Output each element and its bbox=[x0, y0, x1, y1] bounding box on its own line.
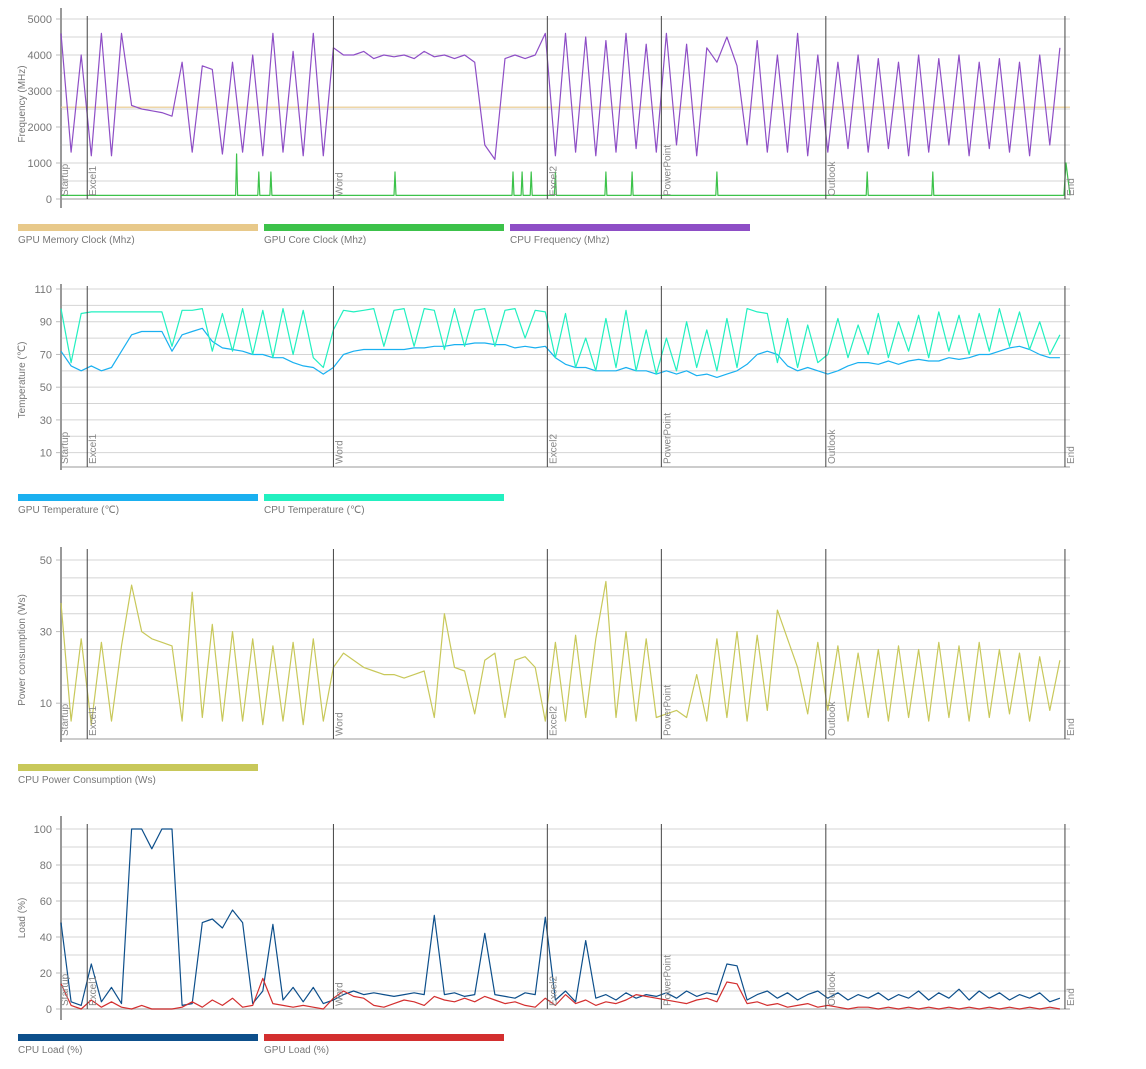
event-marker-label: PowerPoint bbox=[662, 955, 673, 1006]
y-tick-label: 10 bbox=[40, 698, 52, 710]
legend-label: GPU Temperature (℃) bbox=[18, 505, 120, 516]
chart-3: 10 30 50 Power consumption (Ws) Startup Excel… bbox=[17, 547, 1077, 742]
y-axis-title: Load (%) bbox=[17, 898, 28, 939]
series-line-gpu-load bbox=[60, 977, 1061, 1010]
legend-label: GPU Load (%) bbox=[264, 1045, 330, 1056]
legend-swatch bbox=[18, 1034, 258, 1041]
event-marker-label: Outlook bbox=[827, 161, 838, 196]
y-tick-label: 20 bbox=[40, 968, 52, 980]
legend-gpu-load[interactable]: GPU Load (%) bbox=[264, 1034, 504, 1056]
event-marker-label: End bbox=[1066, 988, 1077, 1006]
y-tick-label: 1000 bbox=[28, 158, 52, 170]
event-marker-label: Excel2 bbox=[548, 434, 559, 464]
y-tick-label: 0 bbox=[46, 1004, 52, 1016]
event-marker-label: Outlook bbox=[827, 971, 838, 1006]
event-marker-label: Startup bbox=[60, 973, 71, 1006]
event-marker-label: Excel2 bbox=[548, 166, 559, 196]
event-marker-label: End bbox=[1066, 446, 1077, 464]
y-tick-label: 70 bbox=[40, 349, 52, 361]
y-tick-label: 2000 bbox=[28, 122, 52, 134]
y-tick-label: 5000 bbox=[28, 14, 52, 26]
legend-label: CPU Frequency (Mhz) bbox=[510, 235, 610, 246]
y-tick-label: 30 bbox=[40, 415, 52, 427]
event-marker-label: Startup bbox=[60, 703, 71, 736]
legend-swatch bbox=[18, 494, 258, 501]
event-marker-label: Word bbox=[334, 172, 345, 196]
legend-swatch bbox=[264, 1034, 504, 1041]
event-marker-label: PowerPoint bbox=[662, 145, 673, 196]
series-line-cpu-power-consumption-ws bbox=[60, 580, 1061, 726]
chart-4: 0 20 40 60 80 100 Load (%) Startup Excel1 Word Exc… bbox=[17, 816, 1077, 1020]
event-marker-label: Startup bbox=[60, 163, 71, 196]
legend-swatch bbox=[18, 224, 258, 231]
event-marker-label: Excel1 bbox=[88, 434, 99, 464]
legend-label: CPU Temperature (℃) bbox=[264, 505, 365, 516]
chart-1: 0 1000 2000 3000 4000 5000 Frequency (MHz) Star… bbox=[17, 8, 1077, 208]
y-tick-label: 40 bbox=[40, 932, 52, 944]
y-tick-label: 0 bbox=[46, 194, 52, 206]
y-tick-label: 100 bbox=[34, 824, 52, 836]
y-axis-title: Power consumption (Ws) bbox=[17, 594, 28, 706]
legend-swatch bbox=[264, 224, 504, 231]
event-marker-label: Excel1 bbox=[88, 166, 99, 196]
y-tick-label: 50 bbox=[40, 382, 52, 394]
event-marker-label: End bbox=[1066, 718, 1077, 736]
y-tick-label: 4000 bbox=[28, 50, 52, 62]
legend-swatch bbox=[510, 224, 750, 231]
event-marker-label: Excel2 bbox=[548, 706, 559, 736]
legend-cpu-power[interactable]: CPU Power Consumption (Ws) bbox=[18, 764, 258, 786]
legend-gpu-temperature[interactable]: GPU Temperature (℃) bbox=[18, 494, 258, 516]
series-line-gpu-temperature bbox=[60, 327, 1060, 378]
legend-cpu-load[interactable]: CPU Load (%) bbox=[18, 1034, 258, 1056]
y-tick-label: 3000 bbox=[28, 86, 52, 98]
y-tick-label: 110 bbox=[34, 284, 52, 296]
y-tick-label: 50 bbox=[40, 555, 52, 567]
series-line-cpu-temperature bbox=[60, 308, 1061, 375]
y-tick-label: 60 bbox=[40, 896, 52, 908]
event-marker-label: Excel1 bbox=[88, 976, 99, 1006]
series-line-cpu-frequency-mhz bbox=[60, 32, 1061, 160]
y-tick-label: 80 bbox=[40, 860, 52, 872]
legend-gpu-memory-clock[interactable]: GPU Memory Clock (Mhz) bbox=[18, 224, 258, 246]
legend-swatch bbox=[18, 764, 258, 771]
event-marker-label: Outlook bbox=[827, 429, 838, 464]
legend-gpu-core-clock[interactable]: GPU Core Clock (Mhz) bbox=[264, 224, 504, 246]
event-marker-label: End bbox=[1066, 178, 1077, 196]
event-marker-label: Excel2 bbox=[548, 976, 559, 1006]
legend-label: GPU Core Clock (Mhz) bbox=[264, 235, 367, 246]
legend-swatch bbox=[264, 494, 504, 501]
event-marker-label: Outlook bbox=[827, 701, 838, 736]
event-marker-label: Word bbox=[334, 712, 345, 736]
y-axis-title: Temperature (℃) bbox=[17, 342, 28, 419]
chart-2: 10 30 50 70 90 110 Temperature (℃) Startup Excel… bbox=[17, 284, 1077, 470]
y-tick-label: 30 bbox=[40, 627, 52, 639]
legend-label: CPU Power Consumption (Ws) bbox=[18, 775, 156, 786]
event-marker-label: Startup bbox=[60, 431, 71, 464]
legend-cpu-temperature[interactable]: CPU Temperature (℃) bbox=[264, 494, 504, 516]
y-tick-label: 90 bbox=[40, 317, 52, 329]
y-tick-label: 10 bbox=[40, 448, 52, 460]
event-marker-label: PowerPoint bbox=[662, 685, 673, 736]
event-marker-label: Word bbox=[334, 440, 345, 464]
legend-label: CPU Load (%) bbox=[18, 1045, 83, 1056]
series-line-gpu-core-clock-mhz bbox=[61, 153, 1071, 196]
legend-cpu-frequency[interactable]: CPU Frequency (Mhz) bbox=[510, 224, 750, 246]
series-line-cpu-load bbox=[60, 828, 1061, 1007]
event-marker-label: Word bbox=[334, 982, 345, 1006]
event-marker-label: Excel1 bbox=[88, 706, 99, 736]
event-marker-label: PowerPoint bbox=[662, 413, 673, 464]
y-axis-title: Frequency (MHz) bbox=[17, 65, 28, 142]
legend-label: GPU Memory Clock (Mhz) bbox=[18, 235, 135, 246]
